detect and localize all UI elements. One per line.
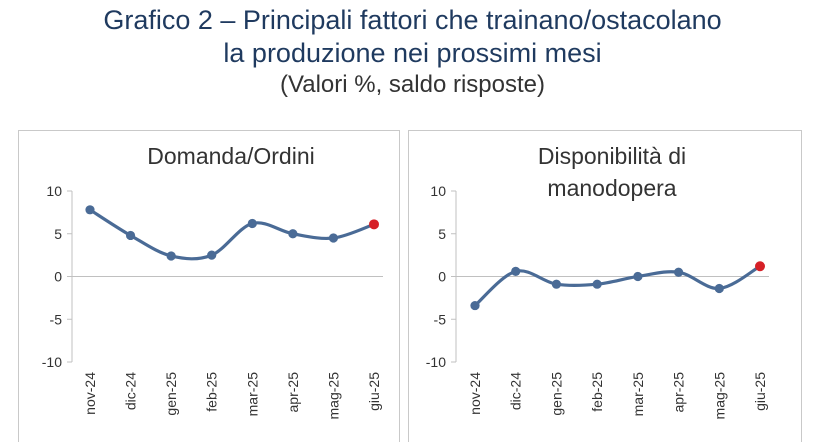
x-tick-label: gen-25: [548, 372, 564, 416]
panel-title-line: Disponibilità di: [538, 143, 686, 169]
x-tick-label: giu-25: [752, 372, 768, 411]
y-tick-label: -10: [42, 354, 62, 370]
y-tick-label: 10: [430, 183, 446, 199]
x-tick-label: giu-25: [366, 372, 382, 411]
y-tick-label: 5: [438, 226, 446, 242]
y-tick-label: -5: [50, 311, 63, 327]
data-point: [633, 271, 643, 282]
data-point: [551, 279, 562, 289]
y-tick-label: 10: [46, 183, 62, 199]
x-tick-label: mag-25: [325, 372, 341, 420]
x-tick-label: nov-24: [467, 372, 483, 415]
y-tick-label: -5: [434, 311, 447, 327]
panel-title-line: manodopera: [547, 175, 676, 201]
data-point: [85, 205, 95, 215]
x-tick-label: gen-25: [163, 372, 179, 416]
x-tick-label: feb-25: [204, 372, 220, 412]
data-point: [207, 250, 217, 260]
y-tick-label: 0: [54, 269, 62, 285]
y-tick-label: 0: [438, 269, 446, 285]
x-tick-label: nov-24: [82, 372, 98, 415]
y-tick-label: -10: [426, 354, 446, 370]
data-point-latest: [369, 219, 379, 230]
y-tick-label: 5: [54, 226, 62, 242]
x-tick-label: mar-25: [244, 372, 260, 417]
data-point: [673, 267, 684, 277]
figure-title-line-1: Grafico 2 – Principali fattori che train…: [103, 5, 722, 35]
x-tick-label: apr-25: [671, 372, 687, 413]
x-tick-label: dic-24: [508, 372, 524, 410]
panel-domanda-ordini: Domanda/Ordini 10 5 0 -5 -10 nov-24 dic-24 gen-2…: [18, 130, 400, 442]
panel-disponibilita-manodopera: Disponibilità di manodopera 10 5 0 -5 -10 nov-2…: [408, 130, 802, 442]
data-point: [714, 283, 724, 294]
x-tick-label: mag-25: [711, 372, 727, 420]
x-tick-label: mar-25: [630, 372, 646, 417]
chart-disponibilita-manodopera: Disponibilità di manodopera 10 5 0 -5 -10 nov-2…: [426, 143, 769, 420]
data-point-latest: [755, 261, 765, 272]
data-point: [511, 266, 521, 276]
x-tick-label: dic-24: [123, 372, 139, 410]
data-point: [247, 218, 257, 229]
panel-title-line: Domanda/Ordini: [147, 143, 314, 169]
x-tick-label: feb-25: [589, 372, 605, 412]
data-point: [288, 229, 298, 239]
figure-subtitle: (Valori %, saldo risposte): [280, 71, 545, 98]
chart-domanda-ordini: Domanda/Ordini 10 5 0 -5 -10 nov-24 dic-24 gen-2…: [42, 143, 383, 420]
data-point: [328, 233, 339, 243]
chart-header: Grafico 2 – Principali fattori che train…: [0, 4, 825, 100]
data-point: [592, 279, 602, 289]
data-point: [166, 251, 176, 261]
figure-title-line-2: la produzione nei prossimi mesi: [223, 38, 602, 68]
x-tick-label: apr-25: [285, 372, 301, 413]
data-point: [125, 230, 136, 241]
data-point: [470, 300, 480, 311]
